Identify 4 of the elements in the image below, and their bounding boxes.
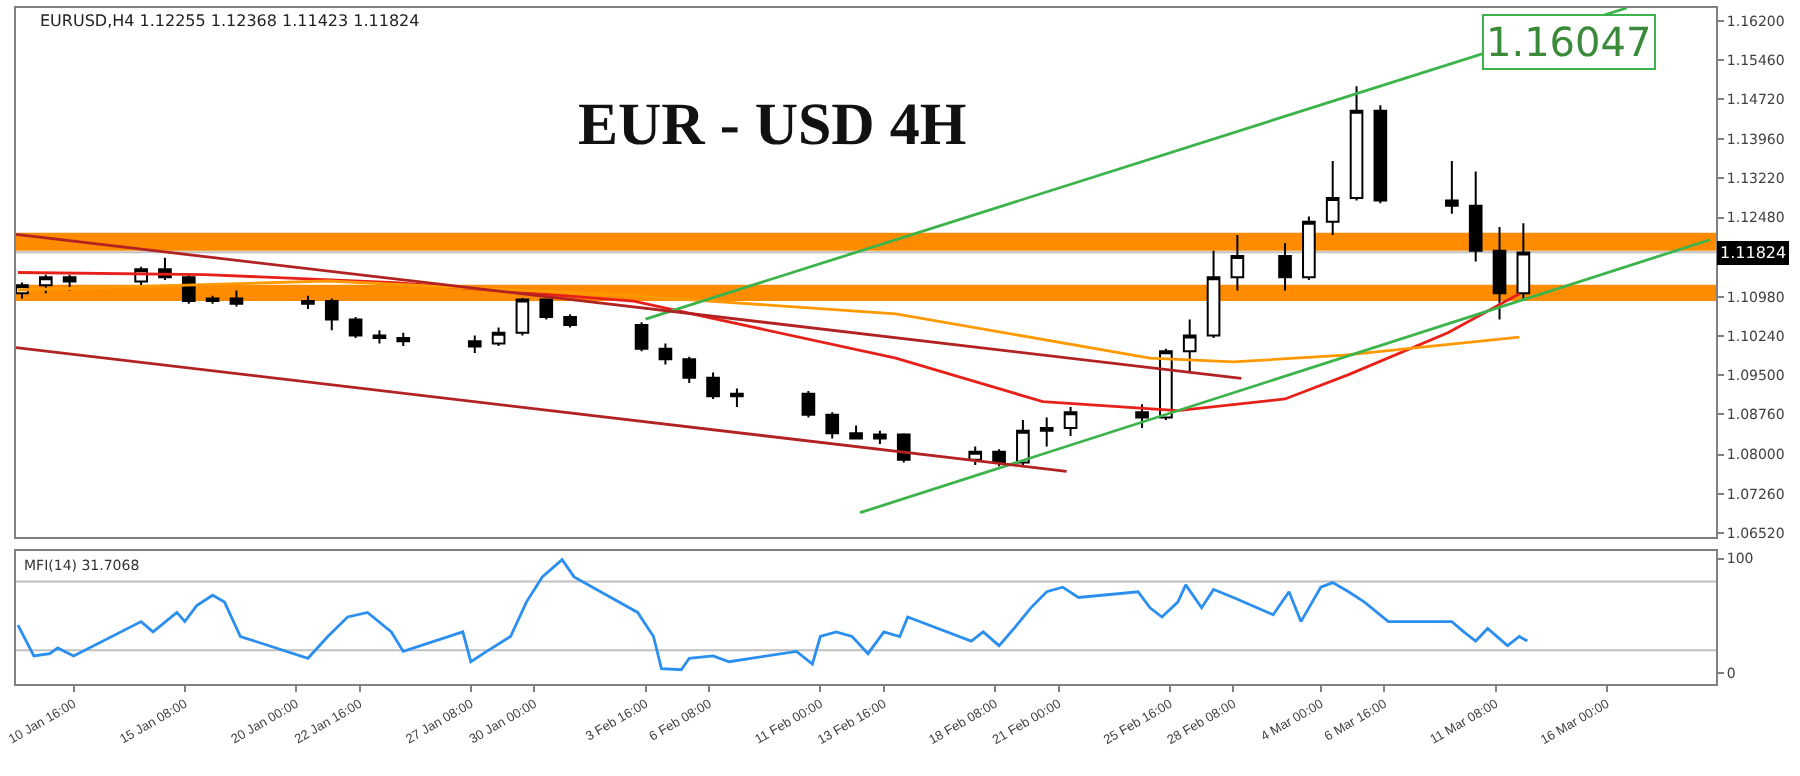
text: EUR - USD 4H — [578, 92, 967, 158]
annotation: 1.16047 — [1486, 18, 1652, 66]
ref-line-label: 1.11824 — [1720, 244, 1787, 262]
chart-subtitle: EURUSD,H4 1.12255 1.12368 1.11423 1.11824 — [40, 12, 420, 30]
